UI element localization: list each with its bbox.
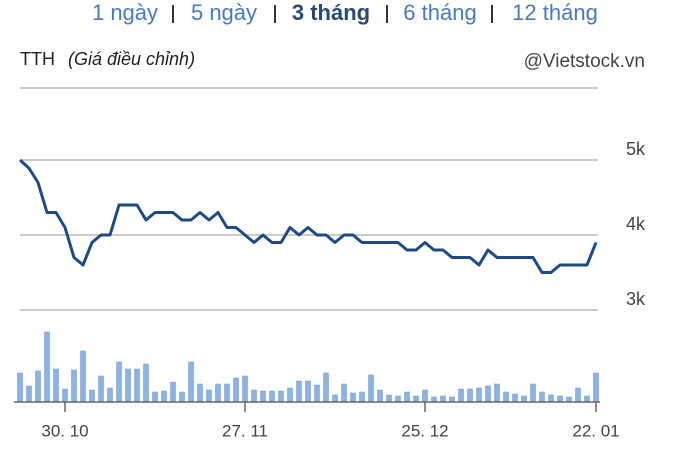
volume-bar <box>323 372 329 403</box>
x-tick-label: 25. 12 <box>401 421 448 440</box>
volume-bar <box>467 388 473 403</box>
volume-bar <box>422 389 428 403</box>
volume-bar <box>341 383 347 403</box>
volume-bar <box>575 387 581 403</box>
volume-bar <box>71 369 77 403</box>
volume-bar <box>305 380 311 403</box>
volume-bar <box>125 368 131 403</box>
y-tick-label: 4k <box>626 214 646 234</box>
x-tick-label: 22. 01 <box>572 421 619 440</box>
volume-bar <box>440 395 446 403</box>
volume-bar <box>80 350 86 403</box>
volume-bar <box>197 383 203 403</box>
volume-bar <box>107 387 113 403</box>
volume-bar <box>179 391 185 403</box>
volume-bar <box>359 391 365 403</box>
range-tab[interactable]: 12 tháng <box>512 0 598 25</box>
volume-bar <box>395 395 401 403</box>
volume-bar <box>287 387 293 403</box>
volume-bar <box>44 331 50 403</box>
volume-bar <box>494 383 500 403</box>
x-tick-label: 27. 11 <box>222 421 268 440</box>
volume-bar <box>161 390 167 403</box>
volume-bar <box>233 377 239 403</box>
volume-bar <box>152 391 158 403</box>
volume-bar <box>512 393 518 403</box>
volume-bar <box>350 392 356 403</box>
volume-bar <box>26 385 32 403</box>
volume-bar <box>584 395 590 403</box>
volume-bar <box>251 389 257 403</box>
volume-bar <box>296 380 302 403</box>
x-tick-label: 30. 10 <box>41 421 88 440</box>
volume-bar <box>98 375 104 403</box>
volume-bar <box>143 363 149 403</box>
volume-bar <box>476 387 482 403</box>
chart-subtitle: (Giá điều chỉnh) <box>68 49 195 69</box>
range-tab[interactable]: 5 ngày <box>191 0 257 25</box>
volume-bar <box>548 394 554 403</box>
range-tab[interactable]: 6 tháng <box>403 0 476 25</box>
volume-bar <box>593 372 599 403</box>
volume-bar <box>332 394 338 403</box>
volume-bar <box>269 390 275 403</box>
y-tick-label: 3k <box>626 289 646 309</box>
volume-bar <box>503 391 509 403</box>
volume-bar <box>485 385 491 403</box>
volume-bar <box>170 381 176 403</box>
range-tab[interactable]: 1 ngày <box>92 0 158 25</box>
source: @Vietstock.vn <box>524 51 645 72</box>
volume-bar <box>413 395 419 403</box>
volume-bar <box>530 383 536 403</box>
volume-bar <box>260 390 266 403</box>
volume-bar <box>377 389 383 403</box>
chart-title: TTH <box>20 49 55 69</box>
volume-bar <box>116 361 122 403</box>
volume-bar <box>206 389 212 403</box>
volume-bar <box>215 383 221 403</box>
volume-bar <box>224 383 230 403</box>
volume-bar <box>35 370 41 403</box>
volume-bar <box>134 368 140 403</box>
volume-bar <box>404 391 410 403</box>
volume-bar <box>242 375 248 403</box>
volume-bar <box>53 368 59 403</box>
volume-bar <box>539 391 545 403</box>
range-tab[interactable]: 3 tháng <box>292 0 370 25</box>
volume-bar <box>386 394 392 403</box>
y-tick-label: 5k <box>626 139 646 159</box>
volume-bar <box>62 388 68 403</box>
price-line <box>18 158 598 274</box>
volume-bar <box>368 374 374 403</box>
volume-bar <box>17 372 23 403</box>
volume-bar <box>278 390 284 403</box>
volume-bar <box>89 389 95 403</box>
volume-bar <box>521 395 527 403</box>
volume-bar <box>458 388 464 403</box>
volume-bar <box>314 384 320 403</box>
volume-bar <box>188 361 194 403</box>
volume-bar <box>557 395 563 403</box>
